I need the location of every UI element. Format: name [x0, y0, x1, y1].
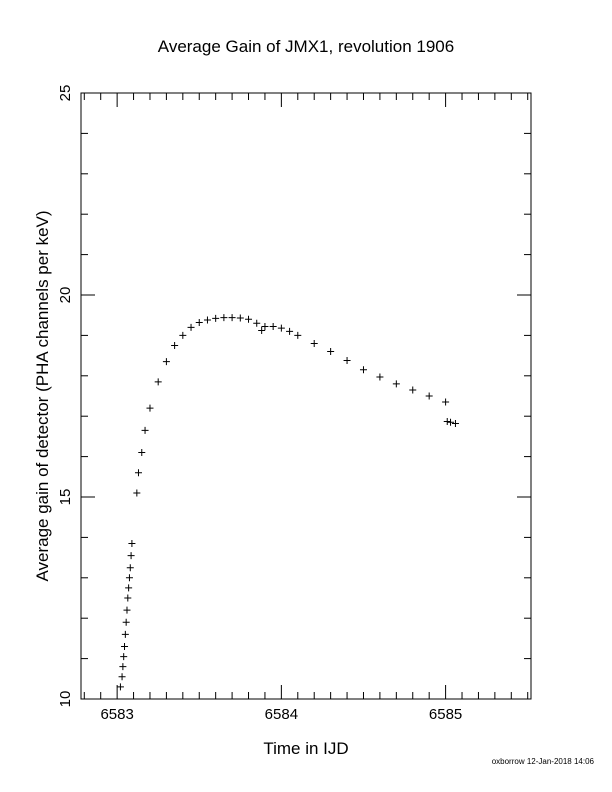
- data-point: [392, 380, 400, 388]
- data-point: [359, 366, 367, 374]
- data-point: [124, 594, 132, 602]
- data-point: [253, 319, 261, 327]
- data-point: [245, 315, 253, 323]
- data-point: [327, 348, 335, 356]
- data-point: [122, 618, 130, 626]
- data-point: [443, 417, 451, 425]
- y-tick-label: 15: [57, 489, 74, 506]
- data-point: [125, 584, 133, 592]
- data-point: [121, 642, 129, 650]
- data-point: [269, 323, 277, 331]
- y-tick-label: 10: [57, 691, 74, 708]
- data-point: [447, 418, 455, 426]
- data-point: [128, 539, 136, 547]
- data-point: [126, 564, 134, 572]
- data-point: [154, 378, 162, 386]
- data-point: [376, 373, 384, 381]
- data-point: [451, 419, 459, 427]
- data-point: [343, 356, 351, 364]
- axis-tick-labels: 6583 6584 6585 10 15 20 25: [57, 85, 462, 723]
- data-points: [116, 314, 459, 691]
- data-point: [146, 404, 154, 412]
- data-point: [141, 426, 149, 434]
- footer-credit: oxborrow 12-Jan-2018 14:06: [491, 757, 594, 766]
- data-point: [442, 398, 450, 406]
- data-point: [236, 314, 244, 322]
- data-point: [310, 339, 318, 347]
- data-point: [187, 323, 195, 331]
- data-point: [179, 331, 187, 339]
- data-point: [127, 552, 135, 560]
- data-point: [286, 327, 294, 335]
- data-point: [409, 386, 417, 394]
- data-point: [123, 606, 131, 614]
- data-point: [277, 324, 285, 332]
- x-tick-label: 6583: [100, 706, 133, 723]
- y-axis-label: Average gain of detector (PHA channels p…: [33, 210, 52, 581]
- data-point: [120, 653, 128, 661]
- data-point: [138, 449, 146, 457]
- data-point: [294, 331, 302, 339]
- data-point: [118, 673, 126, 681]
- data-point: [133, 489, 141, 497]
- data-point: [116, 683, 124, 691]
- y-tick-label: 20: [57, 287, 74, 304]
- data-point: [134, 469, 142, 477]
- data-point: [121, 630, 129, 638]
- data-point: [203, 316, 211, 324]
- data-point: [125, 574, 133, 582]
- x-tick-label: 6585: [429, 706, 462, 723]
- data-point: [119, 663, 127, 671]
- data-point: [171, 342, 179, 349]
- data-point: [425, 392, 433, 400]
- data-point: [220, 314, 228, 322]
- data-point: [162, 358, 170, 366]
- x-axis-label: Time in IJD: [263, 739, 348, 758]
- x-tick-label: 6584: [265, 706, 298, 723]
- axis-ticks: [81, 92, 531, 700]
- data-point: [195, 318, 203, 326]
- y-tick-label: 25: [57, 85, 74, 102]
- data-point: [228, 314, 236, 322]
- data-point: [261, 323, 269, 331]
- data-point: [212, 314, 220, 322]
- plot-frame: [80, 92, 532, 700]
- data-point: [258, 327, 266, 335]
- chart-title: Average Gain of JMX1, revolution 1906: [158, 37, 454, 56]
